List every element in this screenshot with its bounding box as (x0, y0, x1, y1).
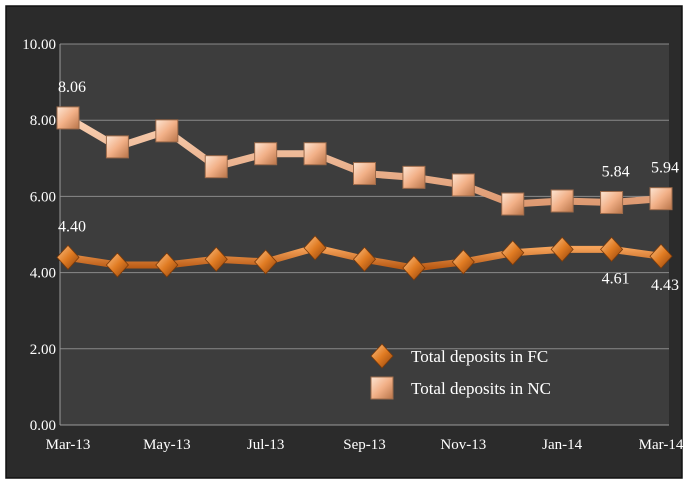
y-tick-label: 2.00 (30, 342, 56, 358)
y-axis-ticks: 0.00 2.00 4.00 6.00 8.00 10.00 (22, 37, 56, 434)
data-point (600, 236, 624, 262)
x-tick-label: May-13 (143, 437, 191, 453)
data-point (204, 155, 228, 179)
data-label: 4.61 (602, 270, 630, 287)
data-point (155, 252, 179, 278)
data-labels: 4.40 4.61 4.43 8.06 5.84 5.94 (58, 79, 679, 294)
data-label: 4.43 (651, 277, 679, 294)
data-point (649, 187, 673, 211)
x-tick-label: Mar-13 (46, 437, 91, 453)
legend-marker (370, 343, 394, 369)
data-point (352, 246, 377, 272)
y-tick-label: 8.00 (30, 113, 56, 129)
y-tick-label: 10.00 (22, 37, 56, 53)
data-point (56, 106, 80, 130)
legend-label: Total deposits in NC (411, 379, 551, 398)
legend-marker (370, 376, 394, 400)
data-point (550, 189, 574, 213)
legend: Total deposits in FC Total deposits in NC (357, 343, 551, 400)
x-axis-ticks: Mar-13 May-13 Jul-13 Sep-13 Nov-13 Jan-14 Mar-… (46, 437, 684, 453)
data-point (451, 173, 475, 197)
data-point (105, 135, 129, 159)
data-point (353, 162, 376, 186)
data-point (402, 165, 426, 189)
data-label: 5.84 (602, 163, 630, 180)
data-point (501, 240, 525, 266)
data-point (501, 192, 525, 216)
data-point (105, 252, 129, 278)
data-point (254, 249, 278, 275)
data-point (155, 119, 179, 143)
data-point (600, 190, 624, 214)
x-tick-label: Jul-13 (247, 437, 285, 453)
data-point (56, 244, 80, 270)
data-point (254, 142, 278, 166)
data-point (550, 236, 574, 262)
y-tick-label: 0.00 (30, 418, 56, 434)
data-point (303, 235, 327, 261)
x-tick-label: Nov-13 (440, 437, 486, 453)
series-group (56, 106, 673, 281)
plot-area (60, 44, 669, 425)
x-tick-label: Mar-14 (639, 437, 684, 453)
data-label: 8.06 (58, 79, 86, 96)
y-tick-label: 4.00 (30, 266, 56, 282)
data-point (402, 255, 426, 281)
data-label: 5.94 (651, 160, 679, 177)
gridlines (59, 43, 669, 426)
y-tick-label: 6.00 (30, 189, 56, 205)
x-tick-label: Sep-13 (343, 437, 386, 453)
data-label: 4.40 (58, 218, 86, 235)
data-point (649, 243, 673, 269)
data-point (303, 142, 327, 166)
data-point (451, 249, 475, 275)
data-point (204, 246, 228, 272)
x-tick-label: Jan-14 (542, 437, 582, 453)
legend-label: Total deposits in FC (411, 347, 548, 366)
